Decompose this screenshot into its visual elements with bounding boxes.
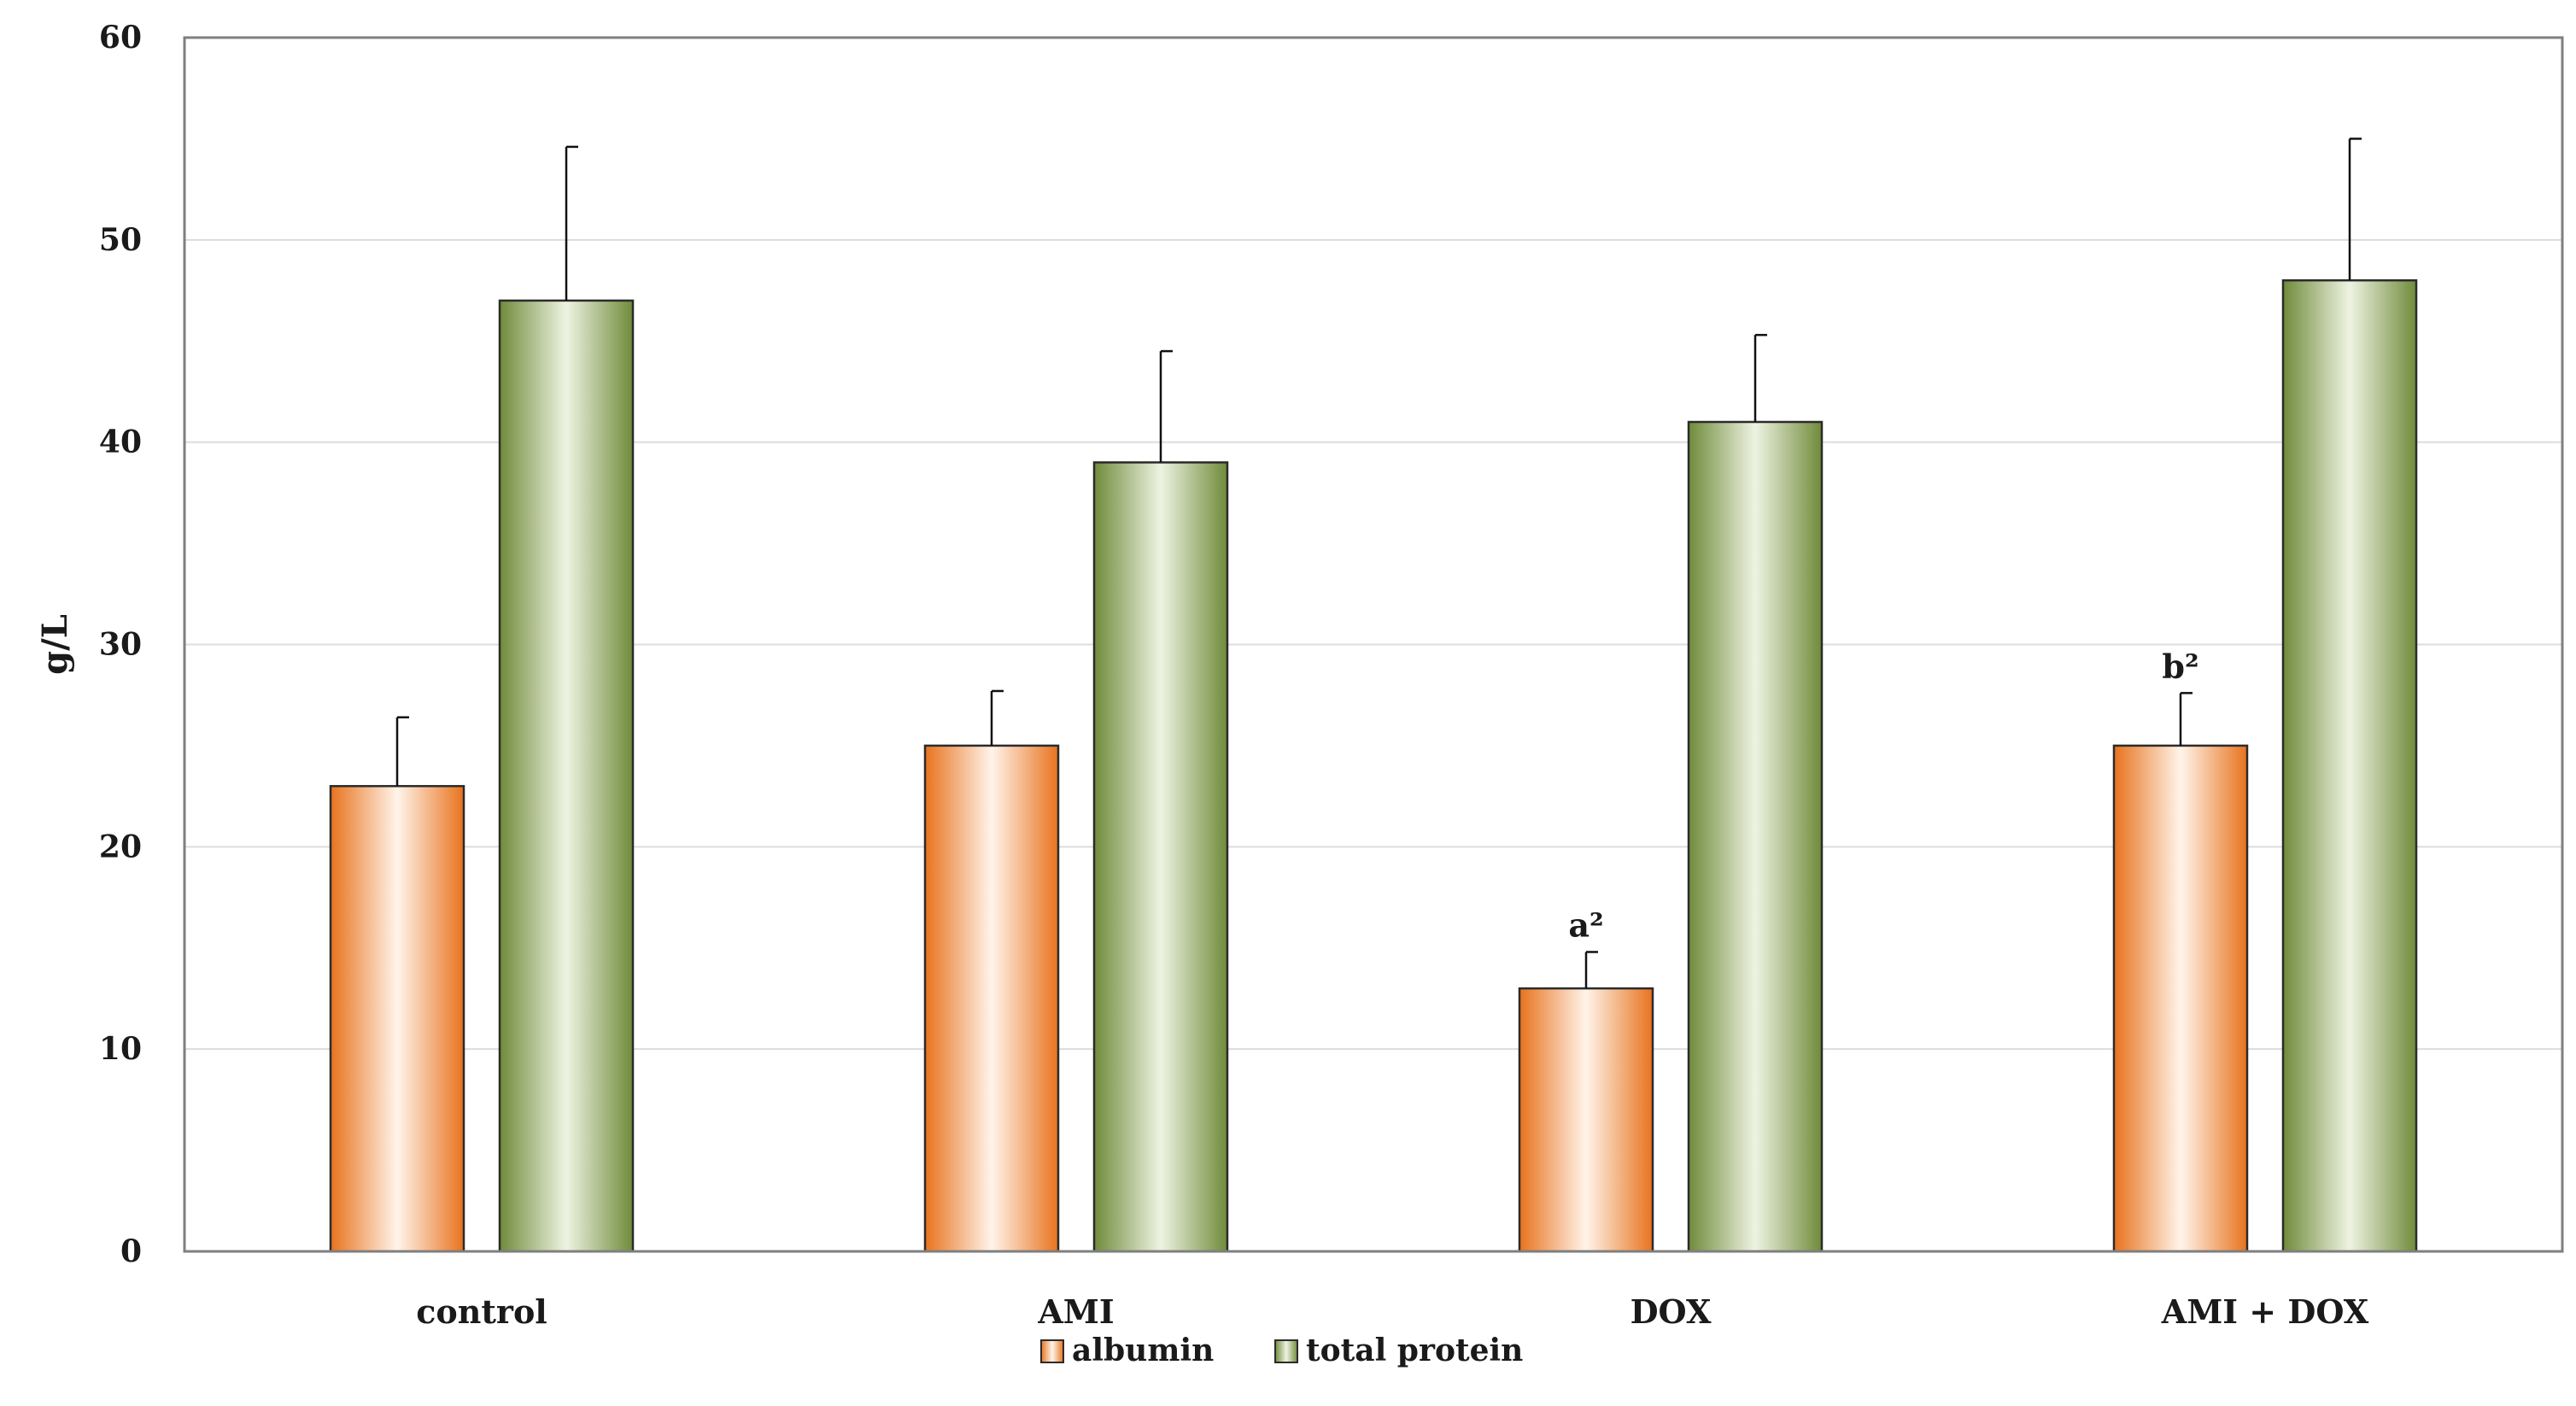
legend-label: total protein [1306, 1333, 1523, 1368]
significance-label: a² [1568, 905, 1603, 944]
total-protein-bar [498, 299, 635, 1253]
y-tick-label: 0 [120, 1233, 142, 1269]
y-tick-label: 40 [99, 425, 142, 460]
total-protein-bar [1687, 420, 1824, 1253]
legend: albumin total protein [1040, 1333, 1523, 1368]
y-axis-label: g/L [35, 614, 75, 675]
axes: 0 10 20 30 40 50 60 g/L control AMI DOX AMI + DOX [35, 20, 2369, 1331]
bars: a² b² [329, 138, 2418, 1253]
legend-label: albumin [1072, 1333, 1214, 1368]
x-tick-label: control [416, 1292, 547, 1331]
plot-area-frame [183, 36, 2564, 1253]
albumin-bar [1518, 987, 1654, 1253]
y-tick-label: 60 [99, 20, 142, 56]
total-protein-bar [1092, 461, 1229, 1253]
x-tick-label: AMI + DOX [2161, 1292, 2369, 1331]
legend-swatch [1274, 1339, 1298, 1363]
y-tick-label: 10 [99, 1031, 142, 1067]
y-tick-label: 50 [99, 222, 142, 258]
x-tick-label: DOX [1630, 1292, 1712, 1331]
legend-swatch [1040, 1339, 1064, 1363]
albumin-bar [923, 744, 1060, 1253]
significance-label: b² [2162, 647, 2198, 685]
total-protein-bar [2281, 278, 2418, 1253]
albumin-bar [2112, 744, 2249, 1253]
albumin-bar [329, 785, 465, 1253]
y-tick-label: 30 [99, 627, 142, 663]
y-tick-label: 20 [99, 829, 142, 864]
x-tick-label: AMI [1037, 1292, 1114, 1331]
